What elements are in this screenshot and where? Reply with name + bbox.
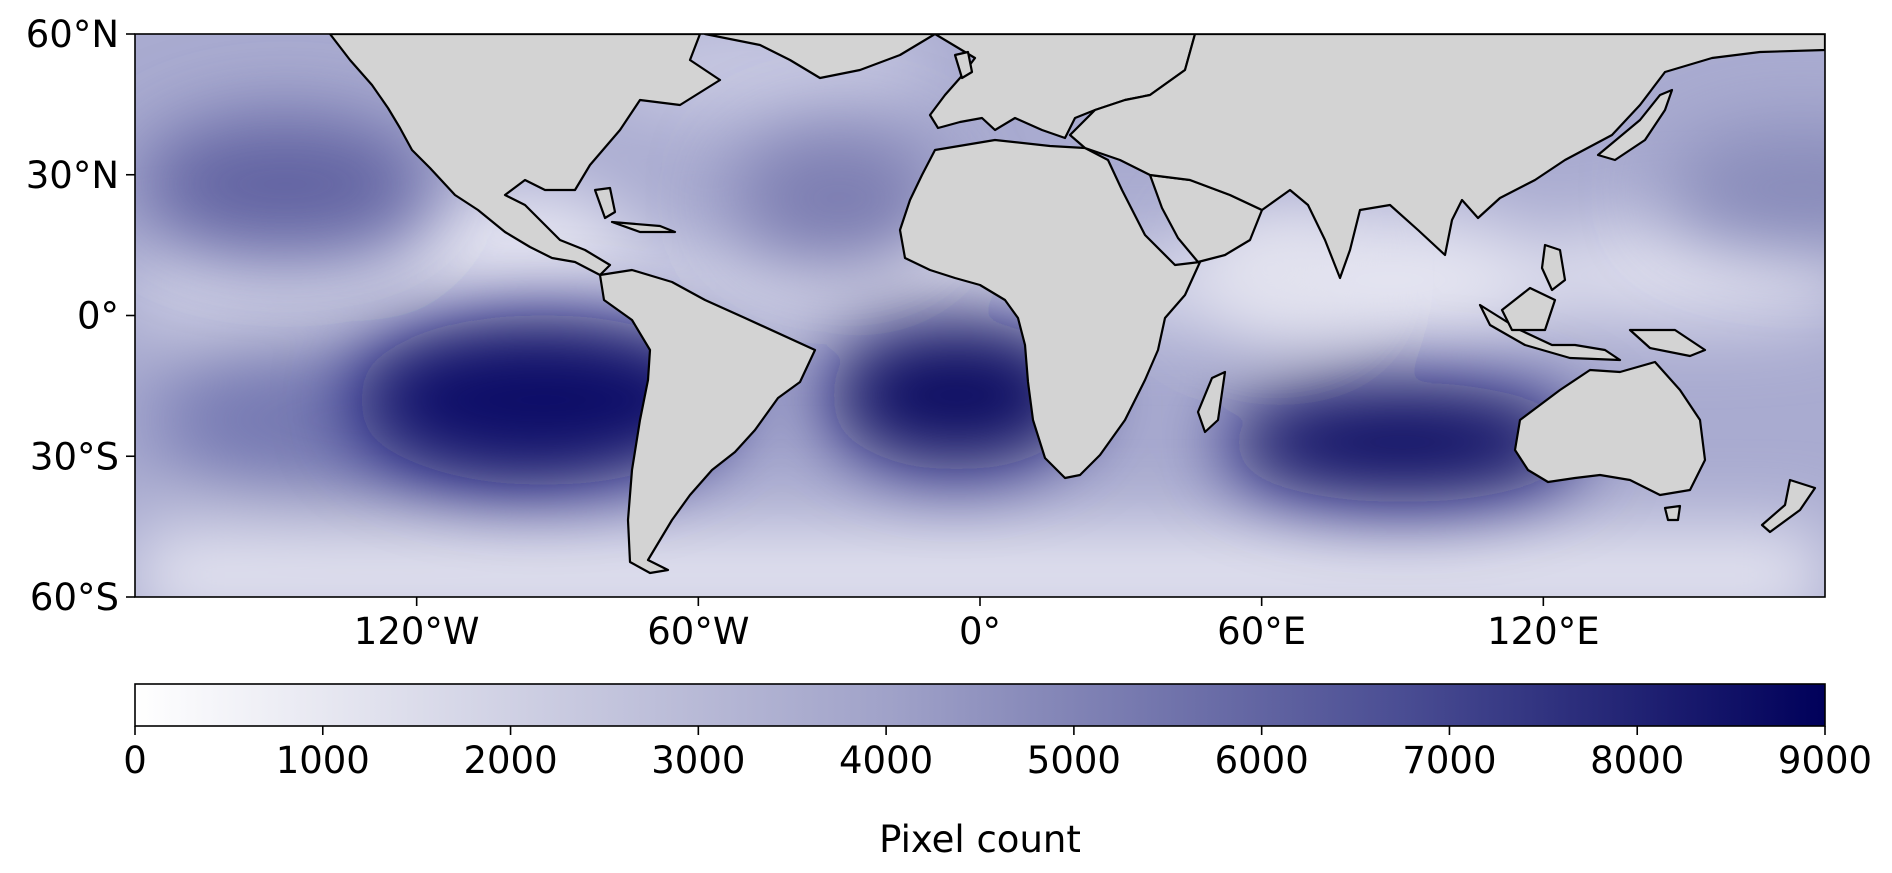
australia-land: [1513, 360, 1707, 497]
new-zealand-land: [1760, 478, 1817, 534]
colorbar-tick-label: 3000: [651, 739, 745, 782]
colorbar-tick-label: 1000: [276, 739, 370, 782]
lat-tick-label: 30°N: [26, 154, 119, 197]
colorbar-tick-label: 4000: [839, 739, 933, 782]
madagascar-land: [1196, 370, 1227, 434]
lat-tick-label: 60°N: [26, 13, 119, 56]
field-peak-north-atlantic: [729, 128, 950, 269]
lon-tick-label: 60°E: [1217, 610, 1306, 653]
colorbar-title: Pixel count: [879, 818, 1081, 861]
colorbar-tick-label: 8000: [1590, 739, 1684, 782]
greenland-land: [703, 34, 937, 80]
colorbar-ticks: 0 1000 2000 3000 4000 5000 6000 7000 8000 9000: [123, 726, 1872, 782]
field-peak-north-west-pacific: [1661, 128, 1825, 249]
indonesia-land: [1478, 303, 1622, 362]
lat-tick-label: 60°S: [30, 576, 119, 619]
japan-land: [1596, 88, 1674, 162]
field-peaks: [135, 114, 1825, 503]
philippines-land: [1540, 243, 1567, 292]
lon-tick-label: 60°W: [647, 610, 749, 653]
lon-tick-label: 120°E: [1487, 610, 1600, 653]
colorbar-tick-label: 6000: [1215, 739, 1309, 782]
colorbar: 0 1000 2000 3000 4000 5000 6000 7000 8000 9000 Pi…: [123, 683, 1872, 861]
borneo-land: [1500, 286, 1557, 332]
lat-tick-label: 0°: [77, 295, 119, 338]
south-america-land: [598, 268, 817, 575]
colorbar-tick-label: 0: [123, 739, 147, 782]
lon-tick-label: 0°: [959, 610, 1001, 653]
florida-land: [593, 186, 617, 220]
land-layer: [328, 34, 1825, 575]
southern-low-band: [135, 530, 1825, 597]
colorbar-tick-label: 7000: [1402, 739, 1496, 782]
colorbar-gradient: [134, 683, 1826, 727]
africa-land: [898, 138, 1202, 480]
longitude-axis: 120°W 60°W 0° 60°E 120°E: [354, 597, 1600, 653]
lon-tick-label: 120°W: [354, 610, 480, 653]
tasmania-land: [1663, 504, 1682, 522]
field-peak-south-atlantic: [826, 320, 1087, 471]
lat-tick-label: 30°S: [30, 435, 119, 478]
asia-land: [1068, 34, 1825, 280]
colorbar-tick-label: 5000: [1027, 739, 1121, 782]
latitude-axis: 60°N 30°N 0° 30°S 60°S: [26, 13, 135, 619]
new-guinea-land: [1628, 328, 1707, 358]
field-peak-south-indian: [1222, 382, 1583, 503]
cuba-land: [610, 220, 677, 234]
north-america-land: [328, 34, 722, 277]
colorbar-tick-label: 9000: [1778, 739, 1872, 782]
colorbar-tick-label: 2000: [463, 739, 557, 782]
field-peak-north-pacific-high: [135, 114, 436, 255]
uk-land: [953, 50, 974, 80]
